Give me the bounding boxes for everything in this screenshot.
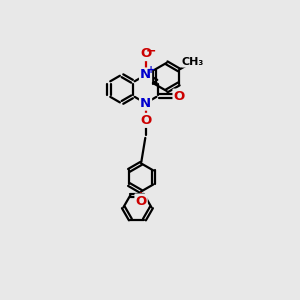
- Text: CH₃: CH₃: [182, 57, 204, 67]
- Text: O: O: [140, 47, 151, 60]
- Text: O: O: [140, 114, 151, 127]
- Text: +: +: [147, 65, 155, 75]
- Text: O: O: [173, 90, 185, 103]
- Text: −: −: [146, 44, 156, 57]
- Text: N: N: [140, 68, 151, 82]
- Text: N: N: [140, 97, 151, 110]
- Text: O: O: [136, 194, 147, 208]
